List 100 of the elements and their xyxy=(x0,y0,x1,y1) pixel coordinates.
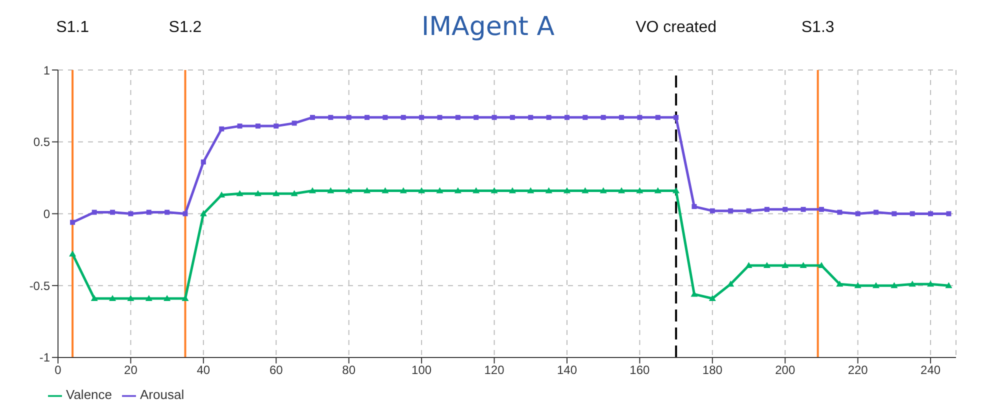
point xyxy=(800,206,806,212)
x-tick-label: 80 xyxy=(342,362,356,377)
point xyxy=(328,114,334,120)
y-tick-label: -0.5 xyxy=(29,278,50,293)
ref-line-label: S1.2 xyxy=(168,19,202,36)
point xyxy=(146,210,152,215)
point xyxy=(618,187,626,194)
point xyxy=(818,206,824,212)
point xyxy=(782,262,789,268)
point xyxy=(764,206,770,212)
point xyxy=(437,114,442,120)
point xyxy=(219,126,224,132)
point xyxy=(237,124,242,129)
point xyxy=(600,114,606,120)
point xyxy=(782,206,788,212)
ref-line-label: S1.3 xyxy=(801,19,834,36)
point xyxy=(272,190,280,196)
point xyxy=(708,295,716,302)
point xyxy=(836,280,844,287)
y-tick-label: 0.5 xyxy=(33,135,50,150)
point xyxy=(382,114,388,120)
point xyxy=(946,211,952,216)
point xyxy=(492,114,497,120)
point xyxy=(945,282,952,288)
point xyxy=(292,120,297,126)
point xyxy=(200,210,207,216)
point xyxy=(419,114,424,120)
point xyxy=(345,187,352,194)
point xyxy=(728,208,734,214)
point xyxy=(763,262,770,268)
point xyxy=(818,262,825,268)
x-tick-label: 240 xyxy=(920,362,941,377)
point xyxy=(308,187,316,194)
point xyxy=(927,280,934,287)
point xyxy=(908,280,916,287)
point xyxy=(727,280,734,287)
point xyxy=(164,295,171,302)
point xyxy=(310,114,315,120)
point xyxy=(364,114,370,120)
point xyxy=(528,114,534,120)
chart-title: IMAgent A xyxy=(421,12,555,42)
point xyxy=(346,114,352,120)
point xyxy=(837,210,842,215)
y-tick-label: -1 xyxy=(39,350,50,365)
point xyxy=(582,187,589,194)
point xyxy=(674,114,679,120)
y-tick-label: 1 xyxy=(43,63,50,78)
point xyxy=(874,210,879,215)
point xyxy=(910,211,915,216)
point xyxy=(218,192,226,198)
y-tick-label: 0 xyxy=(43,206,50,221)
point xyxy=(364,187,371,194)
point xyxy=(672,187,680,194)
point xyxy=(145,295,152,302)
legend-label: Valence xyxy=(66,387,112,402)
x-tick-label: 0 xyxy=(54,362,62,377)
point xyxy=(128,211,134,216)
point xyxy=(274,124,279,129)
x-tick-label: 100 xyxy=(412,362,432,377)
x-tick-label: 40 xyxy=(196,362,210,377)
point xyxy=(510,114,515,120)
point xyxy=(545,187,552,194)
point xyxy=(872,282,880,288)
ref-line-label: VO created xyxy=(636,19,717,36)
point xyxy=(800,262,807,268)
point xyxy=(636,187,644,194)
x-tick-label: 200 xyxy=(775,362,796,377)
x-tick-label: 160 xyxy=(630,362,650,377)
point xyxy=(327,187,334,194)
point xyxy=(508,187,516,194)
point xyxy=(746,208,752,214)
point xyxy=(564,114,570,120)
ref-line-label: S1.1 xyxy=(56,19,90,36)
point xyxy=(619,114,624,120)
legend-label: Arousal xyxy=(140,387,184,402)
point xyxy=(400,187,407,194)
x-tick-label: 140 xyxy=(556,362,578,377)
point xyxy=(582,114,588,120)
point xyxy=(490,187,498,194)
point xyxy=(455,114,460,120)
point xyxy=(127,295,134,302)
x-tick-label: 120 xyxy=(484,362,505,377)
point xyxy=(382,187,389,194)
point xyxy=(70,220,76,225)
point xyxy=(92,210,97,215)
point xyxy=(200,159,206,164)
point xyxy=(692,204,697,210)
point xyxy=(600,187,607,194)
point xyxy=(418,187,426,194)
point xyxy=(164,210,170,215)
point xyxy=(400,114,406,120)
point xyxy=(855,211,860,216)
point xyxy=(546,114,552,120)
point xyxy=(255,124,260,129)
point xyxy=(474,114,479,120)
point xyxy=(182,295,189,302)
point xyxy=(654,187,662,194)
point xyxy=(69,250,76,256)
point xyxy=(109,295,116,302)
point xyxy=(890,282,898,288)
